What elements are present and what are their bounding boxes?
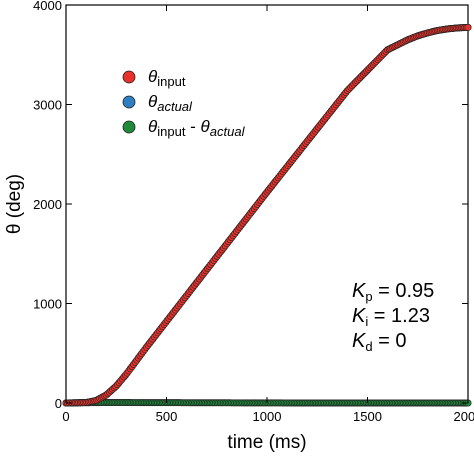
gain-annotation: Ki = 1.23: [352, 305, 430, 329]
y-axis-label: θ (deg): [4, 174, 25, 234]
legend-marker: [122, 70, 136, 84]
y-tick-label: 1000: [33, 297, 62, 312]
gain-annotation: Kp = 0.95: [352, 280, 434, 304]
plot-frame: [65, 4, 469, 404]
legend-label: θinput - θactual: [148, 117, 246, 139]
legend-label: θinput: [148, 67, 186, 89]
x-tick-label: 500: [156, 409, 178, 424]
legend-marker: [122, 120, 136, 134]
x-tick-label: 2000: [454, 409, 474, 424]
x-tick-label: 1000: [253, 409, 282, 424]
gain-annotation: Kd = 0: [352, 330, 407, 354]
x-tick-label: 0: [62, 409, 69, 424]
series-0: [62, 23, 472, 407]
legend-label: θactual: [148, 92, 193, 114]
data-point: [464, 23, 472, 31]
x-tick-label: 1500: [353, 409, 382, 424]
series-1: [62, 23, 472, 407]
y-tick-label: 4000: [33, 0, 62, 13]
y-tick-label: 0: [55, 396, 62, 411]
series-2: [62, 399, 472, 407]
y-tick-label: 2000: [33, 197, 62, 212]
y-tick-label: 3000: [33, 98, 62, 113]
axis-ticks: 0 500 1000 1500 2000 0 1000 2000 3000 4000: [33, 0, 474, 424]
x-axis-label: time (ms): [227, 432, 306, 453]
data-points: [62, 23, 472, 407]
legend: θinput θactual θinput - θactual: [122, 67, 246, 139]
legend-marker: [122, 95, 136, 109]
